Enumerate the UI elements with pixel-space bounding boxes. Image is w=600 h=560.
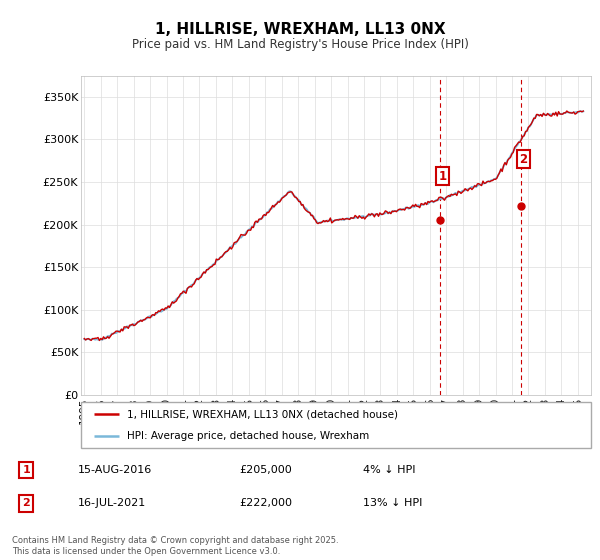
Text: 1, HILLRISE, WREXHAM, LL13 0NX (detached house): 1, HILLRISE, WREXHAM, LL13 0NX (detached… bbox=[127, 409, 398, 419]
FancyBboxPatch shape bbox=[81, 402, 591, 448]
Text: 4% ↓ HPI: 4% ↓ HPI bbox=[364, 465, 416, 475]
Text: 15-AUG-2016: 15-AUG-2016 bbox=[78, 465, 152, 475]
Text: 16-JUL-2021: 16-JUL-2021 bbox=[78, 498, 146, 508]
Text: 1: 1 bbox=[439, 170, 446, 183]
Text: Contains HM Land Registry data © Crown copyright and database right 2025.
This d: Contains HM Land Registry data © Crown c… bbox=[12, 536, 338, 556]
Text: 1: 1 bbox=[23, 465, 30, 475]
Text: HPI: Average price, detached house, Wrexham: HPI: Average price, detached house, Wrex… bbox=[127, 431, 369, 441]
Text: Price paid vs. HM Land Registry's House Price Index (HPI): Price paid vs. HM Land Registry's House … bbox=[131, 38, 469, 51]
Text: 2: 2 bbox=[23, 498, 30, 508]
Text: £205,000: £205,000 bbox=[239, 465, 292, 475]
Text: 2: 2 bbox=[520, 152, 527, 166]
Text: 13% ↓ HPI: 13% ↓ HPI bbox=[364, 498, 423, 508]
Text: 1, HILLRISE, WREXHAM, LL13 0NX: 1, HILLRISE, WREXHAM, LL13 0NX bbox=[155, 22, 445, 38]
Text: £222,000: £222,000 bbox=[239, 498, 293, 508]
